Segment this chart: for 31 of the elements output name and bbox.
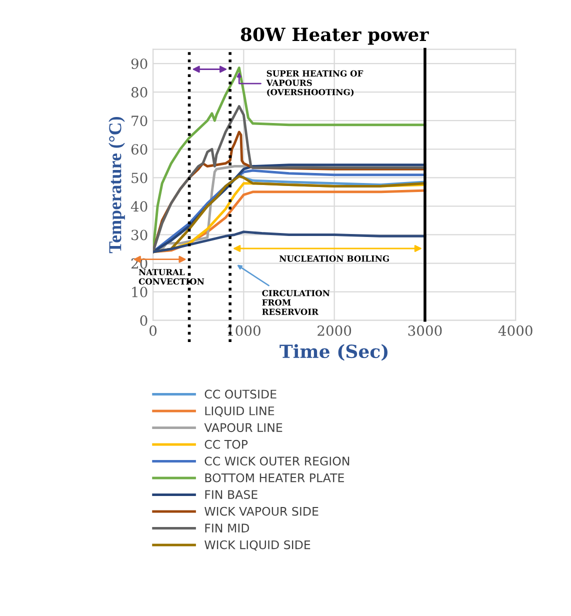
y-tick-label: 60	[131, 144, 148, 155]
legend-label: WICK VAPOUR SIDE	[204, 506, 318, 516]
legend-label: FIN MID	[205, 524, 250, 532]
legend-label: VAPOUR LINE	[204, 423, 282, 432]
y-tick-label: 70	[132, 116, 148, 126]
legend-label: FIN BASE	[205, 490, 258, 500]
x-tick-label: 4000	[498, 325, 532, 336]
legend-label: LIQUID LINE	[205, 406, 274, 417]
y-tick-label: 80	[131, 87, 148, 98]
y-tick-label: 10	[132, 286, 148, 298]
x-tick-label: 3000	[408, 325, 442, 336]
legend-label: CC OUTSIDE	[204, 390, 276, 399]
x-tick-label: 0	[150, 325, 157, 336]
y-tick-label: 0	[140, 315, 148, 326]
y-axis-title: Temperature (°C)	[108, 117, 125, 254]
y-tick-label: 90	[131, 58, 148, 70]
y-tick-label: 30	[132, 230, 148, 240]
x-axis-title: Time (Sec)	[280, 344, 388, 361]
chart-title: 80W Heater power	[240, 28, 429, 45]
legend-label: CC WICK OUTER REGION	[204, 456, 350, 466]
line-series	[153, 105, 426, 254]
y-tick-label: 50	[132, 172, 148, 184]
annotation: CIRCULATION FROM RESERVOIR	[262, 290, 330, 315]
annotation: NUCLEATION BOILING	[279, 255, 389, 262]
annotation: NATURAL CONVECTION	[138, 269, 204, 285]
x-tick-label: 2000	[318, 325, 352, 336]
annotation: SUPER HEATING OF VAPOURS (OVERSHOOTING)	[266, 70, 364, 96]
legend-label: WICK LIQUID SIDE	[204, 540, 310, 551]
legend-label: CC TOP	[204, 440, 248, 449]
y-tick-label: 40	[130, 201, 148, 212]
legend-label: BOTTOM HEATER PLATE	[205, 473, 344, 482]
